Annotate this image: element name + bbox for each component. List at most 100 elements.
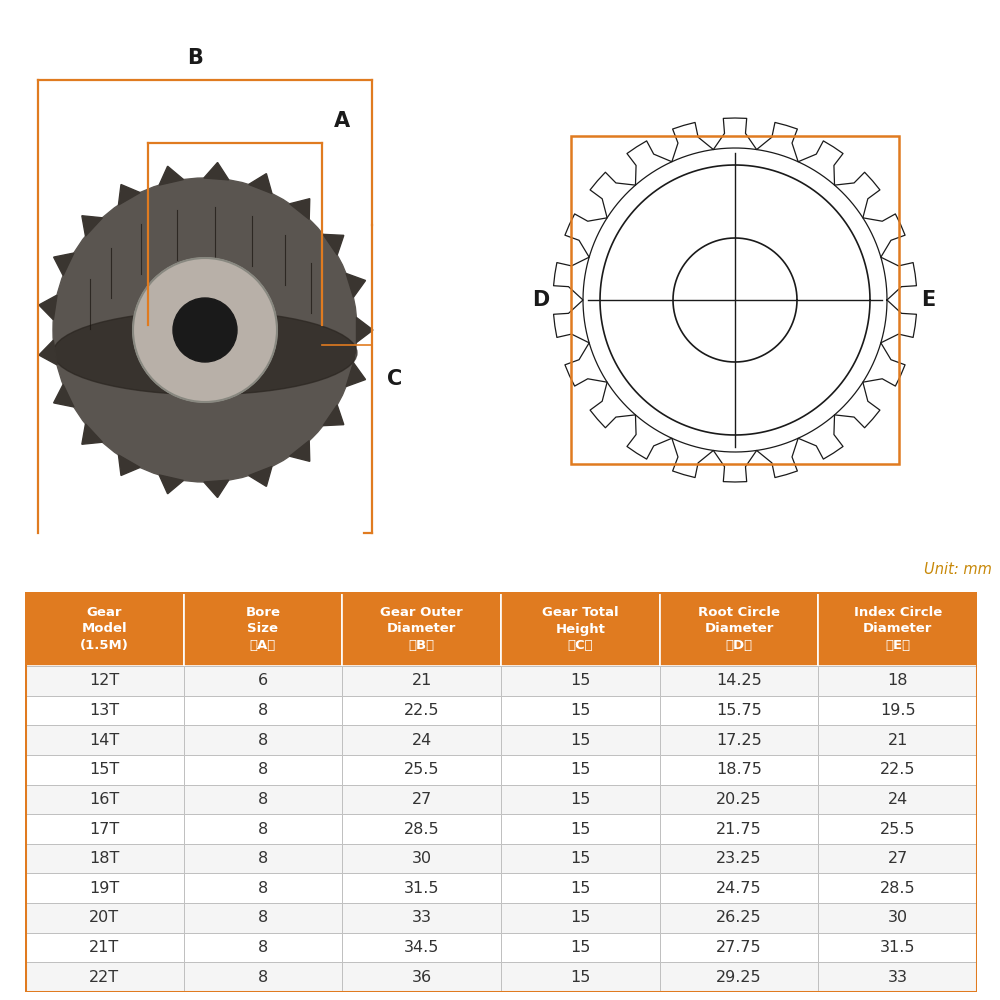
Text: 15: 15 xyxy=(570,822,591,836)
Bar xyxy=(184,933,342,962)
Bar xyxy=(25,725,184,755)
Polygon shape xyxy=(159,166,183,185)
Text: 27: 27 xyxy=(412,792,432,807)
Bar xyxy=(501,873,660,903)
Bar xyxy=(342,903,501,933)
Bar xyxy=(342,933,501,962)
Text: 22.5: 22.5 xyxy=(880,762,915,777)
Text: 27.75: 27.75 xyxy=(716,940,762,955)
Bar xyxy=(25,755,184,785)
Bar xyxy=(342,873,501,903)
Polygon shape xyxy=(159,475,183,494)
Bar xyxy=(184,844,342,873)
Polygon shape xyxy=(554,118,916,482)
Text: 8: 8 xyxy=(258,703,268,718)
Text: 8: 8 xyxy=(258,792,268,807)
Text: Gear Total
Height
（C）: Gear Total Height （C） xyxy=(542,606,619,652)
Bar xyxy=(818,844,977,873)
Text: 8: 8 xyxy=(258,733,268,748)
Bar xyxy=(818,933,977,962)
Polygon shape xyxy=(249,174,272,194)
Bar xyxy=(184,962,342,992)
Text: Root Circle
Diameter
（D）: Root Circle Diameter （D） xyxy=(698,606,780,652)
Text: 15: 15 xyxy=(570,881,591,896)
Text: 8: 8 xyxy=(258,822,268,836)
Text: 15: 15 xyxy=(570,673,591,688)
Polygon shape xyxy=(249,466,272,486)
Polygon shape xyxy=(39,295,57,320)
Bar xyxy=(25,696,184,725)
Text: 24.75: 24.75 xyxy=(716,881,762,896)
Bar xyxy=(818,725,977,755)
Text: 19.5: 19.5 xyxy=(880,703,915,718)
Bar xyxy=(25,962,184,992)
Text: 15T: 15T xyxy=(89,762,119,777)
Text: 17.25: 17.25 xyxy=(716,733,762,748)
Bar xyxy=(501,666,660,696)
Polygon shape xyxy=(54,384,74,407)
Bar xyxy=(501,933,660,962)
Bar xyxy=(660,785,818,814)
Text: 8: 8 xyxy=(258,910,268,925)
Text: 15: 15 xyxy=(570,703,591,718)
Text: 23.25: 23.25 xyxy=(716,851,762,866)
Text: 15: 15 xyxy=(570,792,591,807)
Text: 15.75: 15.75 xyxy=(716,703,762,718)
Text: 15: 15 xyxy=(570,910,591,925)
Bar xyxy=(660,666,818,696)
Bar xyxy=(660,873,818,903)
Bar xyxy=(571,136,899,464)
Bar xyxy=(25,814,184,844)
Polygon shape xyxy=(54,253,74,276)
Text: 20.25: 20.25 xyxy=(716,792,762,807)
Bar xyxy=(660,755,818,785)
Text: 13T: 13T xyxy=(89,703,119,718)
Bar xyxy=(501,696,660,725)
Text: 8: 8 xyxy=(258,851,268,866)
Text: 8: 8 xyxy=(258,940,268,955)
Text: 28.5: 28.5 xyxy=(880,881,915,896)
Bar xyxy=(660,592,818,666)
Circle shape xyxy=(133,258,277,402)
Text: 18T: 18T xyxy=(89,851,120,866)
Bar xyxy=(501,725,660,755)
Text: 12T: 12T xyxy=(89,673,119,688)
Bar xyxy=(342,666,501,696)
Text: 20T: 20T xyxy=(89,910,119,925)
Bar xyxy=(184,873,342,903)
Polygon shape xyxy=(290,199,310,219)
Text: 18: 18 xyxy=(887,673,908,688)
Bar xyxy=(342,725,501,755)
Bar xyxy=(342,755,501,785)
Polygon shape xyxy=(346,363,366,387)
Polygon shape xyxy=(290,441,310,461)
Bar xyxy=(184,725,342,755)
Bar xyxy=(25,785,184,814)
Bar xyxy=(342,696,501,725)
Bar xyxy=(501,814,660,844)
Circle shape xyxy=(173,298,237,362)
Bar xyxy=(818,962,977,992)
Text: E: E xyxy=(921,290,935,310)
Bar xyxy=(818,666,977,696)
Text: 21T: 21T xyxy=(89,940,119,955)
Text: 30: 30 xyxy=(888,910,908,925)
Text: 21: 21 xyxy=(887,733,908,748)
Text: A: A xyxy=(334,111,350,131)
Text: 16T: 16T xyxy=(89,792,119,807)
Text: 25.5: 25.5 xyxy=(404,762,439,777)
Bar xyxy=(342,814,501,844)
Text: 15: 15 xyxy=(570,851,591,866)
Bar xyxy=(818,785,977,814)
Polygon shape xyxy=(82,424,102,444)
Bar xyxy=(184,666,342,696)
Bar xyxy=(184,903,342,933)
Text: 15: 15 xyxy=(570,733,591,748)
Text: B: B xyxy=(187,48,203,68)
Bar xyxy=(660,933,818,962)
Bar xyxy=(25,903,184,933)
Bar xyxy=(25,666,184,696)
Text: 8: 8 xyxy=(258,762,268,777)
Text: D: D xyxy=(532,290,549,310)
Bar xyxy=(25,933,184,962)
